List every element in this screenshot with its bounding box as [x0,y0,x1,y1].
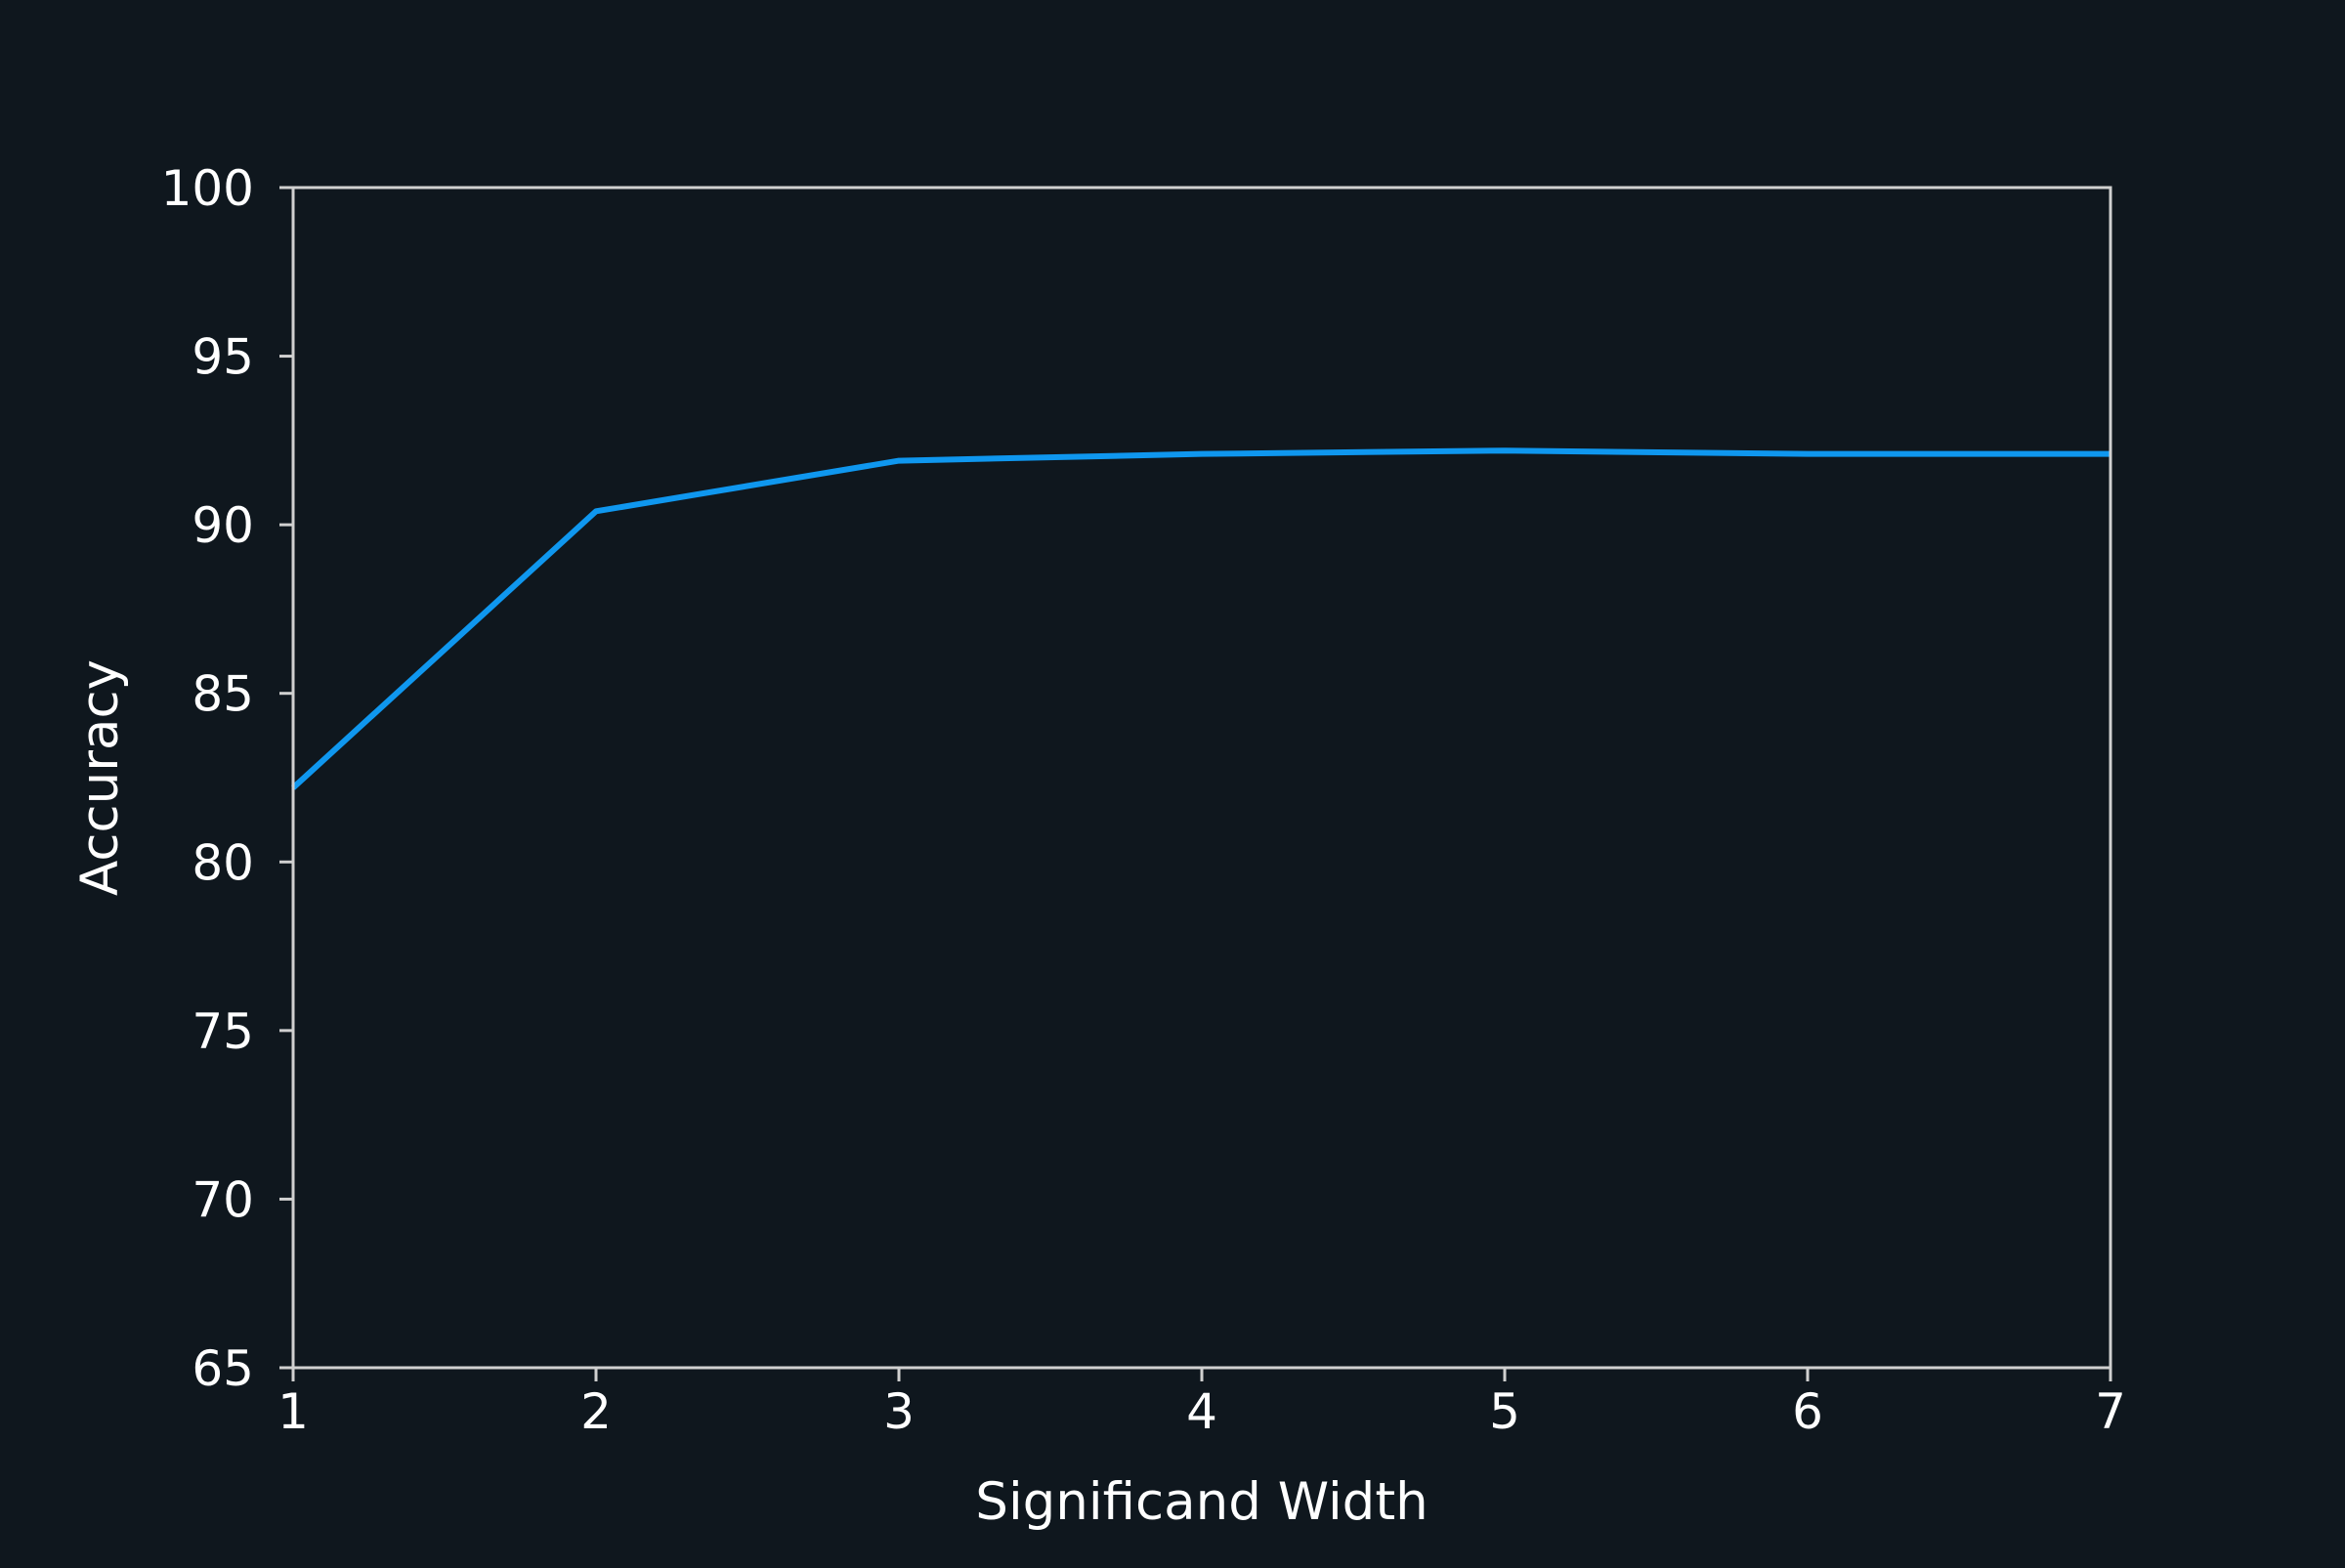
y-tick-label: 80 [192,834,254,891]
y-tick-label: 100 [161,160,254,217]
y-tick-label: 85 [192,666,254,723]
x-tick-label: 1 [277,1383,309,1440]
x-tick-label: 6 [1792,1383,1823,1440]
x-tick-label: 5 [1489,1383,1520,1440]
y-tick-label: 90 [192,497,254,554]
x-axis: 1 2 3 4 5 6 7 [277,1368,2126,1440]
x-tick-label: 7 [2095,1383,2126,1440]
y-tick-label: 65 [192,1340,254,1397]
y-axis: 65 70 75 80 85 90 95 100 [161,160,293,1397]
x-tick-label: 3 [883,1383,915,1440]
y-tick-label: 70 [192,1171,254,1228]
x-tick-label: 4 [1186,1383,1217,1440]
x-axis-label: Significand Width [975,1472,1428,1532]
y-tick-label: 95 [192,329,254,386]
plot-area [293,188,2110,1368]
x-tick-label: 2 [580,1383,612,1440]
y-axis-label: Accuracy [70,659,130,896]
y-tick-label: 75 [192,1003,254,1060]
